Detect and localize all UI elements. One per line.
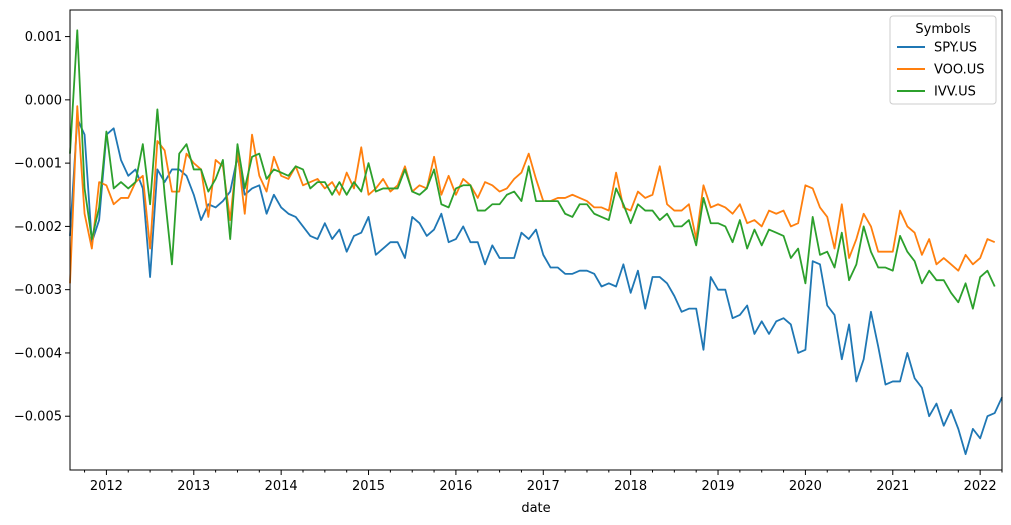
legend-items: SPY.US VOO.US IVV.US bbox=[897, 41, 985, 100]
x-tick-label: 2017 bbox=[527, 479, 560, 494]
x-tick-label: 2015 bbox=[352, 479, 385, 494]
x-axis-title: date bbox=[521, 501, 550, 516]
y-tick-label: −0.005 bbox=[14, 410, 62, 425]
legend-label: SPY.US bbox=[934, 41, 977, 56]
x-tick-label: 2016 bbox=[439, 479, 472, 494]
x-tick-label: 2020 bbox=[789, 479, 822, 494]
plot-frame bbox=[69, 9, 1003, 471]
y-tick-label: −0.004 bbox=[14, 346, 62, 361]
legend-box bbox=[889, 15, 997, 105]
y-tick-label: −0.002 bbox=[14, 220, 62, 235]
series-line-spy-us bbox=[69, 117, 1003, 456]
y-tick-label: −0.003 bbox=[14, 283, 62, 298]
x-tick-label: 2012 bbox=[90, 479, 123, 494]
x-tick-label: 2018 bbox=[614, 479, 647, 494]
x-tick-label: 2013 bbox=[177, 479, 210, 494]
y-tick-label: 0.001 bbox=[25, 30, 62, 45]
legend-title: Symbols bbox=[915, 22, 970, 37]
legend-label: VOO.US bbox=[934, 63, 985, 78]
series-line-ivv-us bbox=[69, 29, 996, 310]
y-tick-label: −0.001 bbox=[14, 157, 62, 172]
x-tick-label: 2021 bbox=[876, 479, 909, 494]
y-axis: 0.001 0.000 −0.001 −0.002 −0.003 −0.004 −0.005 bbox=[14, 30, 70, 425]
x-tick-label: 2019 bbox=[701, 479, 734, 494]
x-tick-label: 2014 bbox=[265, 479, 298, 494]
legend-label: IVV.US bbox=[934, 85, 976, 100]
y-tick-label: 0.000 bbox=[25, 93, 62, 108]
plot-lines bbox=[69, 29, 1003, 456]
x-tick-label: 2022 bbox=[964, 479, 997, 494]
legend: Symbols SPY.US VOO.US IVV.US bbox=[889, 15, 997, 105]
